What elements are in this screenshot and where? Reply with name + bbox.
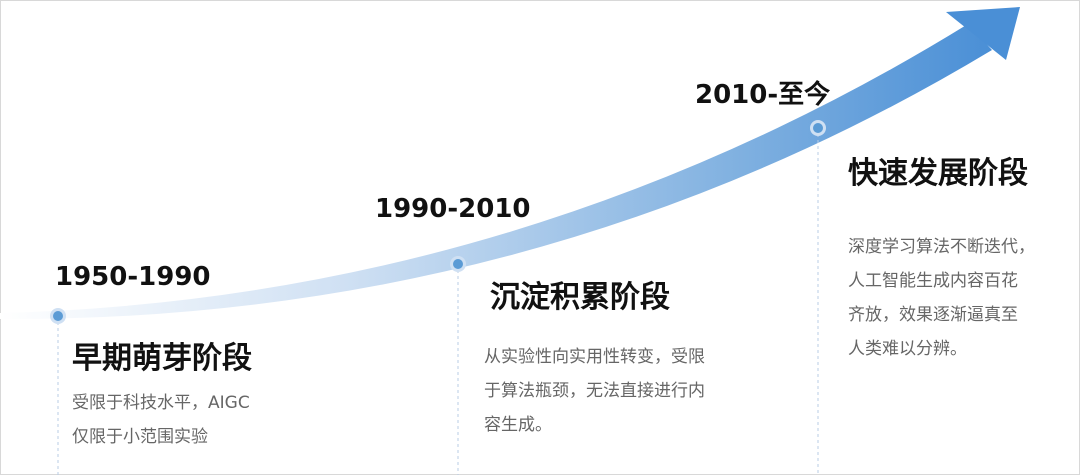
stage-description: 于算法瓶颈，无法直接进行内 [484,381,705,401]
stage-description: 容生成。 [484,415,552,435]
stage-description: 仅限于小范围实验 [72,427,208,447]
stage-title: 沉淀积累阶段 [490,280,670,315]
stage-description: 受限于科技水平，AIGC [72,393,250,413]
stage-title: 快速发展阶段 [848,156,1028,191]
stage-period: 1950-1990 [55,262,211,292]
stage-period: 1990-2010 [375,194,531,224]
stage-dot [453,259,463,269]
stage-dot [53,311,63,321]
arrow-head [946,7,1020,60]
stage-title: 早期萌芽阶段 [72,341,252,376]
stage-description: 从实验性向实用性转变，受限 [484,347,705,367]
stage-dot [813,123,823,133]
stage-description: 齐放，效果逐渐逼真至 [848,305,1018,325]
stage-description: 深度学习算法不断迭代， [848,237,1035,257]
stage-description: 人工智能生成内容百花 [848,271,1018,291]
stage-description: 人类难以分辨。 [848,339,967,359]
stage-period: 2010-至今 [695,79,830,110]
